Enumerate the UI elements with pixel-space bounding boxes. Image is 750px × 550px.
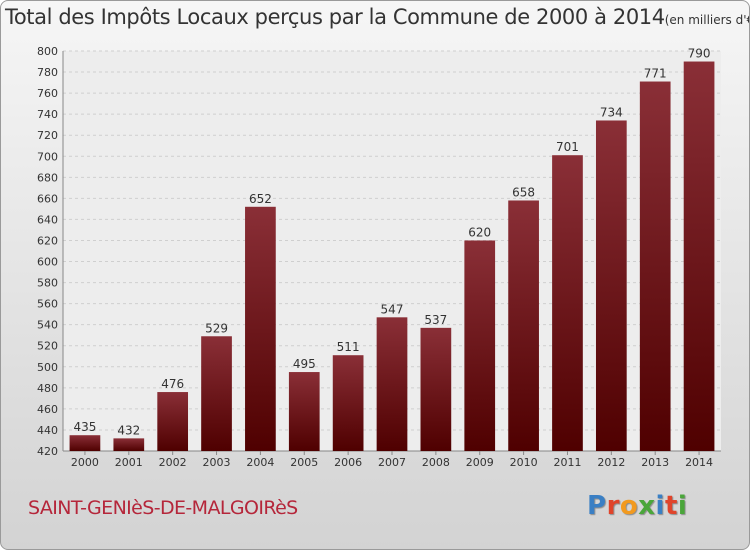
bar-2013 — [639, 81, 671, 452]
logo-letter: o — [619, 491, 639, 521]
y-tick-label: 480 — [37, 382, 58, 395]
title-unit: (en milliers d'€) — [664, 13, 750, 27]
y-tick-label: 460 — [37, 403, 58, 416]
bar-2005 — [288, 372, 320, 451]
bar-2000 — [69, 435, 101, 451]
bar-2008 — [420, 327, 452, 451]
commune-name: SAINT-GENIèS-DE-MALGOIRèS — [28, 497, 298, 519]
data-label: 652 — [249, 192, 272, 206]
data-label: 511 — [337, 340, 360, 354]
x-tick-label: 2006 — [334, 456, 362, 469]
x-tick-label: 2002 — [159, 456, 187, 469]
y-tick-label: 680 — [37, 171, 58, 184]
logo-letter: P — [587, 491, 607, 521]
proxiti-logo: Proxiti — [587, 491, 687, 521]
bar-2002 — [157, 392, 189, 451]
x-tick-label: 2012 — [597, 456, 625, 469]
x-tick-label: 2003 — [203, 456, 231, 469]
bar-2003 — [201, 336, 232, 451]
x-tick-label: 2008 — [422, 456, 450, 469]
logo-letter: x — [638, 491, 656, 521]
y-tick-label: 440 — [37, 424, 58, 437]
x-tick-label: 2010 — [510, 456, 538, 469]
data-label: 435 — [73, 420, 96, 434]
x-tick-label: 2005 — [290, 456, 318, 469]
x-tick-label: 2000 — [71, 456, 99, 469]
y-tick-label: 640 — [37, 213, 58, 226]
y-tick-label: 740 — [37, 108, 58, 121]
y-tick-label: 620 — [37, 234, 58, 247]
bar-2012 — [595, 120, 627, 451]
data-label: 547 — [381, 302, 404, 316]
y-tick-label: 660 — [37, 192, 58, 205]
data-label: 790 — [688, 47, 711, 61]
bar-2009 — [464, 240, 496, 451]
x-tick-label: 2013 — [641, 456, 669, 469]
logo-letter: i — [677, 491, 688, 521]
bar-2010 — [508, 200, 539, 451]
data-label: 620 — [468, 225, 491, 239]
chart-title: Total des Impôts Locaux perçus par la Co… — [5, 5, 750, 29]
logo-letter: r — [606, 491, 620, 521]
data-label: 701 — [556, 140, 579, 154]
x-tick-label: 2001 — [115, 456, 143, 469]
data-label: 529 — [205, 321, 228, 335]
logo-letter: i — [655, 491, 665, 521]
y-tick-label: 700 — [37, 150, 58, 163]
x-tick-label: 2004 — [246, 456, 274, 469]
title-text: Total des Impôts Locaux perçus par la Co… — [5, 5, 665, 29]
data-label: 495 — [293, 357, 316, 371]
y-tick-label: 520 — [37, 340, 58, 353]
data-label: 432 — [117, 423, 140, 437]
y-tick-label: 500 — [37, 361, 58, 374]
y-tick-label: 800 — [37, 45, 58, 58]
y-tick-label: 600 — [37, 256, 58, 269]
bar-2011 — [552, 155, 583, 452]
bar-2004 — [245, 206, 276, 451]
logo-letter: t — [664, 491, 678, 521]
y-tick-label: 560 — [37, 298, 58, 311]
data-label: 734 — [600, 105, 623, 119]
x-tick-label: 2007 — [378, 456, 406, 469]
data-label: 537 — [424, 313, 447, 327]
y-tick-label: 780 — [37, 66, 58, 79]
data-label: 771 — [644, 67, 667, 81]
y-tick-label: 540 — [37, 319, 58, 332]
y-tick-label: 420 — [37, 445, 58, 458]
y-tick-label: 720 — [37, 129, 58, 142]
x-tick-label: 2011 — [553, 456, 581, 469]
data-label: 476 — [161, 377, 184, 391]
x-tick-label: 2009 — [466, 456, 494, 469]
y-tick-label: 580 — [37, 277, 58, 290]
bar-2006 — [332, 355, 364, 451]
y-tick-label: 760 — [37, 87, 58, 100]
data-label: 658 — [512, 185, 535, 199]
bar-2001 — [113, 438, 145, 451]
bar-2007 — [376, 317, 408, 451]
bar-2014 — [683, 61, 715, 452]
x-tick-label: 2014 — [685, 456, 713, 469]
